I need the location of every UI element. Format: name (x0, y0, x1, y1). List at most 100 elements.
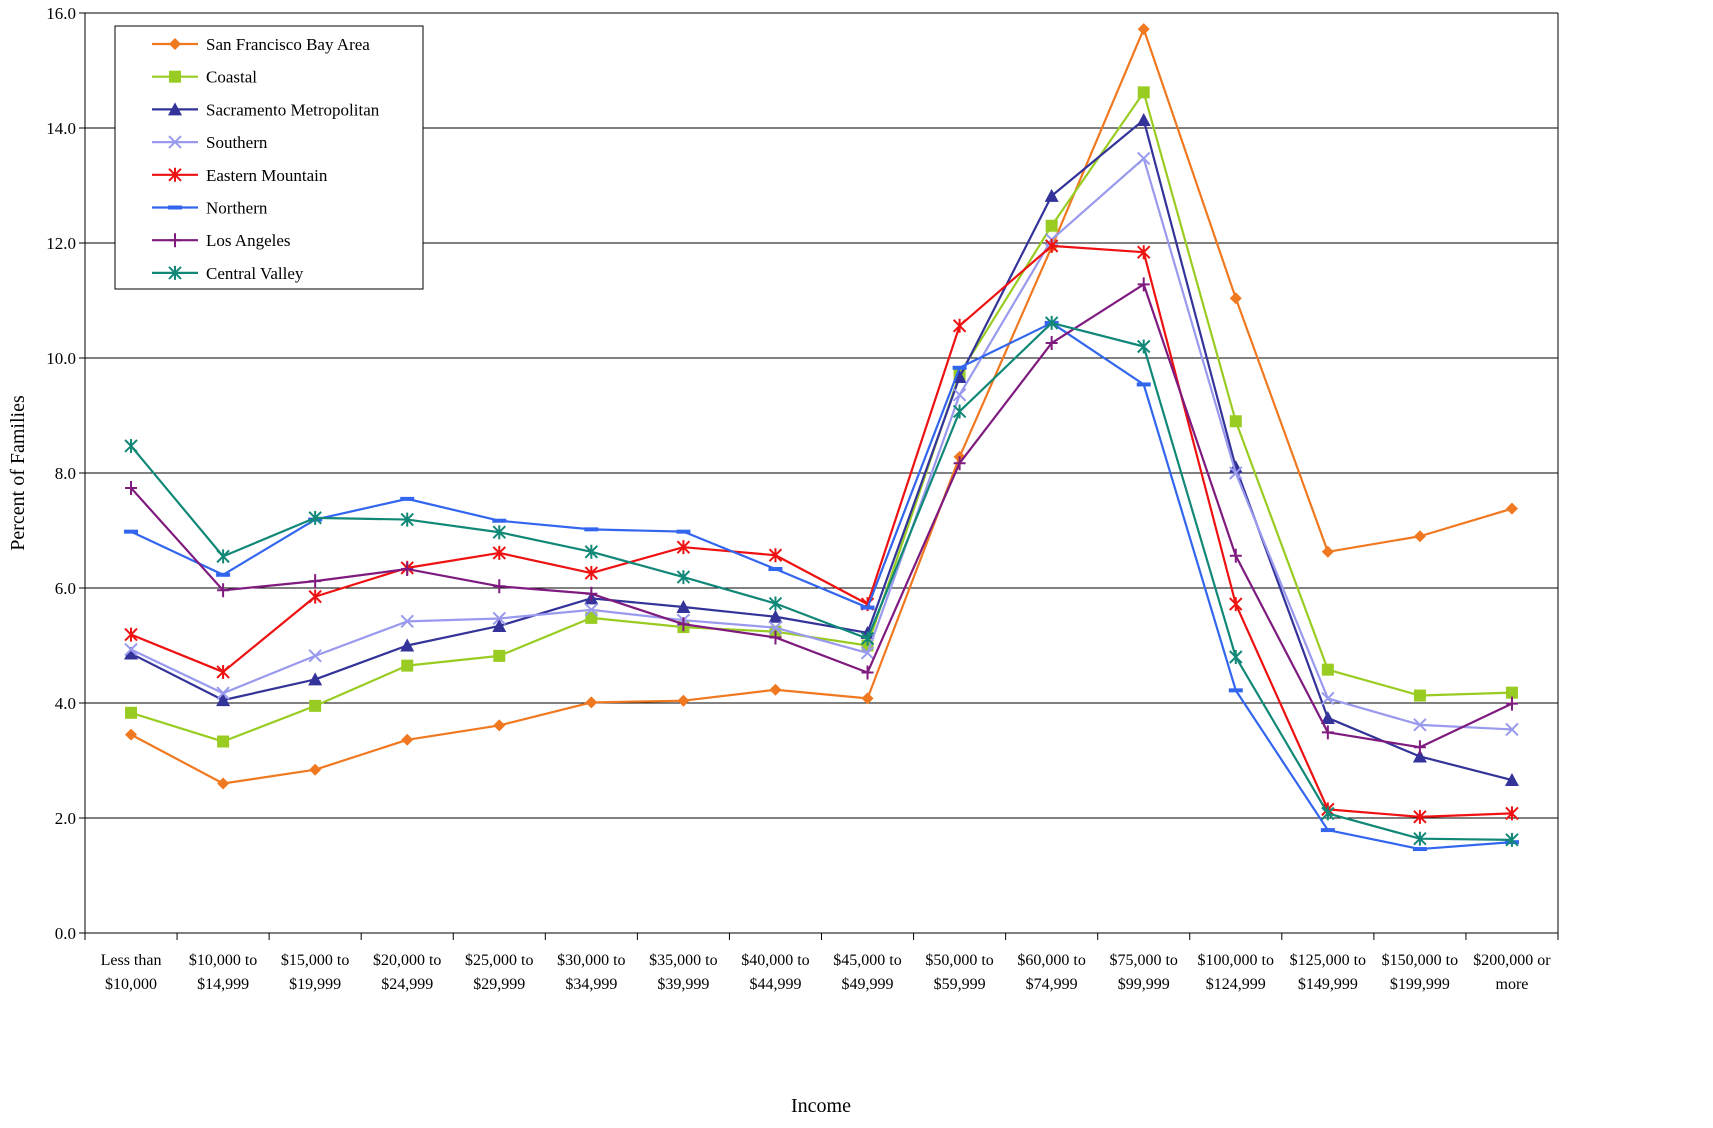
data-point (1137, 339, 1151, 354)
data-point (169, 70, 181, 83)
data-point (584, 527, 599, 532)
data-point (492, 611, 506, 626)
data-point (676, 599, 691, 613)
x-tick-label: $60,000 to (1017, 952, 1085, 969)
data-point (1045, 336, 1058, 351)
data-point (125, 706, 138, 719)
data-point (1321, 545, 1334, 558)
data-point (677, 694, 690, 707)
series-lines (124, 23, 1519, 852)
x-axis-title: Income (791, 1095, 851, 1117)
data-point (125, 728, 138, 741)
data-point (768, 609, 783, 623)
series-line (130, 283, 1513, 749)
data-point (168, 102, 182, 116)
data-point (1137, 151, 1151, 166)
data-point (400, 614, 414, 629)
legend-label: Eastern Mountain (206, 166, 328, 185)
data-point (217, 777, 230, 790)
legend-box (114, 25, 424, 290)
data-point (861, 692, 874, 705)
x-tick-label: $20,000 to (373, 952, 441, 969)
legend-label: Sacramento Metropolitan (206, 100, 380, 119)
data-point (585, 696, 598, 709)
data-point (1321, 725, 1334, 740)
data-point (168, 205, 182, 210)
data-point (309, 699, 322, 712)
data-point (585, 611, 598, 624)
data-point (492, 618, 507, 632)
data-point (860, 631, 875, 646)
data-point (1137, 245, 1151, 260)
data-point (1412, 847, 1427, 852)
data-point (1412, 749, 1427, 763)
series-7 (124, 315, 1519, 847)
data-point (1229, 292, 1242, 305)
data-point (953, 456, 966, 471)
data-point (677, 617, 690, 632)
data-point (952, 404, 967, 419)
data-point (401, 562, 414, 577)
x-tick-label: $75,000 to (1109, 952, 1177, 969)
data-point (1044, 315, 1059, 330)
series-line (130, 91, 1513, 743)
x-tick-label: $19,999 (289, 976, 341, 993)
data-point (169, 38, 181, 50)
y-tick-label: 14.0 (46, 119, 76, 138)
y-tick-label: 16.0 (46, 4, 76, 23)
x-tick-label: $24,999 (381, 976, 433, 993)
data-point (492, 545, 506, 560)
x-tick-label: $45,000 to (833, 952, 901, 969)
data-point (1504, 773, 1519, 787)
series-4 (124, 238, 1519, 824)
legend-item: Sacramento Metropolitan (152, 100, 380, 119)
x-tick-label: $30,000 to (557, 952, 625, 969)
y-tick-label: 6.0 (55, 579, 76, 598)
data-point (493, 649, 506, 662)
series-line (130, 244, 1513, 818)
data-point (584, 566, 599, 581)
data-point (1136, 382, 1151, 387)
data-point (308, 649, 322, 663)
series-line (130, 118, 1513, 782)
data-point (216, 686, 230, 700)
data-point (1413, 530, 1426, 543)
series-3 (124, 151, 1519, 737)
data-point (585, 586, 598, 601)
legend-label: Coastal (206, 68, 257, 87)
data-point (308, 510, 322, 525)
data-point (1413, 718, 1427, 732)
x-tick-label: more (1496, 976, 1529, 993)
data-point (492, 525, 506, 540)
data-point (1413, 809, 1427, 824)
data-point (1321, 663, 1334, 676)
data-point (1505, 832, 1519, 847)
data-point (676, 540, 691, 555)
legend-label: Northern (206, 199, 268, 218)
data-point (125, 480, 138, 495)
data-point (1505, 806, 1519, 821)
legend-label: Central Valley (206, 264, 304, 283)
data-point (1137, 86, 1150, 99)
data-point (216, 693, 231, 707)
data-point (676, 570, 691, 585)
data-point (1321, 691, 1335, 706)
legend-item: Southern (152, 133, 268, 152)
data-point (1229, 548, 1242, 563)
x-tick-label: $35,000 to (649, 952, 717, 969)
data-point (401, 733, 414, 746)
x-tick-label: $100,000 to (1198, 952, 1274, 969)
data-point (769, 683, 782, 696)
data-point (217, 583, 230, 598)
data-point (860, 605, 875, 610)
legend: San Francisco Bay Area Coastal Sacramento … (114, 25, 424, 290)
data-point (1044, 188, 1059, 202)
data-point (1044, 238, 1059, 253)
x-tick-label: $149,999 (1298, 976, 1358, 993)
legend-item: Coastal (152, 68, 257, 87)
axes (79, 12, 1559, 940)
series-line (130, 28, 1513, 785)
data-point (124, 529, 139, 534)
x-tick-label: $125,000 to (1290, 952, 1366, 969)
